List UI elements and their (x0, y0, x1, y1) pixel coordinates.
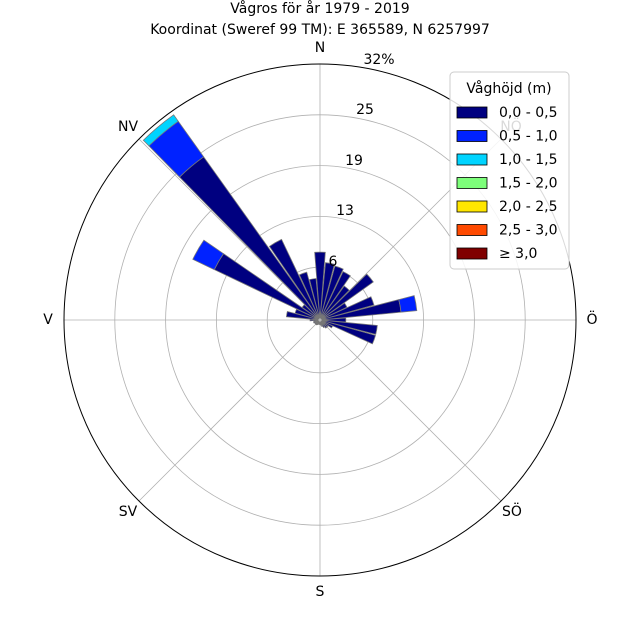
grid-spoke-225 (138, 319, 321, 502)
rose-bar-320-bin-2 (142, 114, 179, 147)
ring-label-19: 19 (345, 153, 363, 169)
legend-title: Våghöjd (m) (466, 80, 551, 97)
legend-label-5: 2,5 - 3,0 (499, 223, 557, 239)
ring-label-13: 13 (336, 203, 354, 219)
outer-ring (63, 63, 577, 577)
chart-title: Vågros för år 1979 - 2019 (230, 0, 409, 17)
ring-label-25: 25 (356, 102, 374, 118)
dir-label-se: SÖ (502, 502, 522, 520)
legend-swatch-6 (456, 247, 488, 260)
legend-swatch-5 (456, 224, 488, 236)
dir-label-e: Ö (586, 310, 597, 328)
rose-bar-300-bin-1 (192, 239, 225, 271)
rose-bar-320-bin-0 (178, 156, 320, 320)
dir-label-sw: SV (119, 504, 138, 520)
legend-label-3: 1,5 - 2,0 (499, 176, 557, 192)
rose-bar-350-bin-0 (309, 278, 321, 319)
legend-swatch-2 (456, 153, 488, 166)
legend-swatch-0 (456, 106, 488, 119)
grid-spoke-135 (319, 319, 502, 502)
legend-swatch-3 (456, 177, 488, 189)
dir-label-nw: NV (118, 119, 138, 135)
legend-label-1: 0,5 - 1,0 (499, 129, 557, 145)
dir-label-w: V (43, 312, 53, 328)
legend-swatch-1 (456, 130, 488, 142)
legend-label-4: 2,0 - 2,5 (499, 199, 557, 215)
legend-label-0: 0,0 - 0,5 (499, 105, 557, 121)
legend-box (449, 71, 570, 270)
legend: Våghöjd (m) 0,0 - 0,5 0,5 - 1,0 1,0 - 1,5 1… (449, 71, 570, 270)
legend-swatch-4 (456, 200, 488, 213)
rose-bars (142, 114, 418, 345)
legend-label-2: 1,0 - 1,5 (499, 152, 557, 168)
rose-bar-80-bin-1 (398, 295, 418, 313)
dir-label-s: S (316, 584, 325, 600)
chart-subtitle: Koordinat (Sweref 99 TM): E 365589, N 62… (150, 22, 490, 38)
ring-label-6: 6 (329, 254, 338, 270)
dir-label-n: N (315, 40, 325, 56)
ring-label-32: 32% (363, 52, 394, 68)
legend-items: 0,0 - 0,5 0,5 - 1,0 1,0 - 1,5 1,5 - 2,0 2,0 … (456, 105, 557, 262)
legend-label-6: ≥ 3,0 (499, 246, 537, 262)
